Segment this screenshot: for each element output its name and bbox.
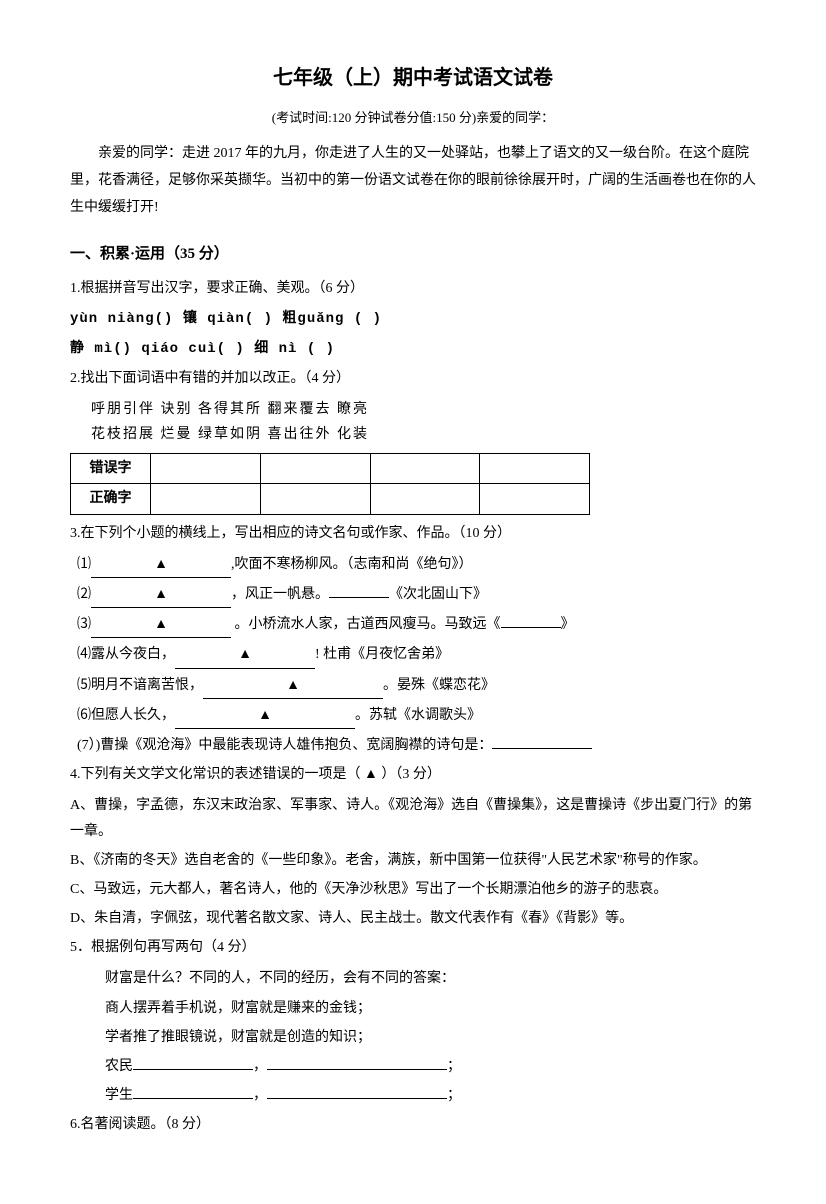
intro-paragraph: 亲爱的同学：走进 2017 年的九月，你走进了人生的又一处驿站，也攀上了语文的又… xyxy=(70,141,756,221)
blank: ▲ xyxy=(203,673,383,699)
cell xyxy=(260,454,370,484)
error-table: 错误字 正确字 xyxy=(70,453,590,514)
q1-line2: 静 mì() qiáo cuì( ) 细 nì ( ) xyxy=(70,337,756,362)
q3-1-text: ,吹面不寒杨柳风。（志南和尚《绝句》） xyxy=(231,557,473,572)
cell xyxy=(151,454,261,484)
blank: ▲ xyxy=(175,703,355,729)
q5-b1-label: 农民 xyxy=(105,1059,133,1074)
q5-stem: 5．根据例句再写两句（4 分） xyxy=(70,935,756,960)
row1-header: 错误字 xyxy=(71,454,151,484)
q3-5-pre: ⑸明月不谙离苦恨， xyxy=(77,678,203,693)
q4-B: B、《济南的冬天》选自老舍的《一些印象》。老舍，满族，新中国第一位获得"人民艺术… xyxy=(70,848,756,873)
q5-ex1: 财富是什么？不同的人，不同的经历，会有不同的答案： xyxy=(105,966,756,991)
q3-4-pre: ⑷露从今夜白， xyxy=(77,647,175,662)
q1-line1: yùn niàng() 镶 qiàn( ) 粗guǎng ( ) xyxy=(70,307,756,332)
table-row: 错误字 xyxy=(71,454,590,484)
exam-title: 七年级（上）期中考试语文试卷 xyxy=(70,60,756,96)
q4-stem: 4.下列有关文学文化常识的表述错误的一项是（ ▲ ）（3 分） xyxy=(70,762,756,787)
q5-blank1: 农民，； xyxy=(105,1054,756,1079)
blank xyxy=(267,1069,447,1070)
q3-4: ⑷露从今夜白，▲! 杜甫《月夜忆舍弟》 xyxy=(77,642,756,668)
q3-5-suf: 。晏殊《蝶恋花》 xyxy=(383,678,495,693)
q5-blank2: 学生，； xyxy=(105,1083,756,1108)
blank xyxy=(492,748,592,749)
q3-3: ⑶▲ 。小桥流水人家，古道西风瘦马。马致远《》 xyxy=(77,612,756,638)
q1-stem: 1.根据拼音写出汉字，要求正确、美观。（6 分） xyxy=(70,276,756,301)
q5-b2-label: 学生 xyxy=(105,1088,133,1103)
blank xyxy=(329,597,389,598)
blank: ▲ xyxy=(91,552,231,578)
q3-1: ⑴▲,吹面不寒杨柳风。（志南和尚《绝句》） xyxy=(77,552,756,578)
blank: ▲ xyxy=(175,642,315,668)
q3-6-pre: ⑹但愿人长久， xyxy=(77,708,175,723)
q4-D: D、朱自清，字佩弦，现代著名散文家、诗人、民主战士。散文代表作有《春》《背影》等… xyxy=(70,906,756,931)
row2-header: 正确字 xyxy=(71,484,151,514)
q1-l1a: yùn niàng( xyxy=(70,311,164,327)
q2-words2: 花枝招展 烂曼 绿草如阴 喜出往外 化装 xyxy=(91,422,756,447)
exam-subtitle: (考试时间:120 分钟试卷分值:150 分)亲爱的同学： xyxy=(70,106,756,129)
q3-2-text: ，风正一帆悬。 xyxy=(231,587,329,602)
q1-l2b: ) qiáo cuì( ) 细 nì ( ) xyxy=(123,341,335,357)
q3-3-end: 》 xyxy=(561,617,575,632)
q3-4-suf: ! 杜甫《月夜忆舍弟》 xyxy=(315,647,449,662)
cell xyxy=(480,454,590,484)
q3-2: ⑵▲，风正一帆悬。《次北固山下》 xyxy=(77,582,756,608)
q5-ex2: 商人摆弄着手机说，财富就是赚来的金钱； xyxy=(105,996,756,1021)
section1-header: 一、积累·运用（35 分） xyxy=(70,241,756,268)
q2-stem: 2.找出下面词语中有错的并加以改正。（4 分） xyxy=(70,366,756,391)
blank xyxy=(133,1098,253,1099)
cell xyxy=(480,484,590,514)
cell xyxy=(260,484,370,514)
q3-5: ⑸明月不谙离苦恨，▲。晏殊《蝶恋花》 xyxy=(77,673,756,699)
q3-6: ⑹但愿人长久，▲。苏轼《水调歌头》 xyxy=(77,703,756,729)
q3-7: (7）)曹操《观沧海》中最能表现诗人雄伟抱负、宽阔胸襟的诗句是： xyxy=(77,733,756,758)
q1-l2a: 静 mì( xyxy=(70,341,123,357)
blank xyxy=(267,1098,447,1099)
q3-stem: 3.在下列个小题的横线上，写出相应的诗文名句或作家、作品。（10 分） xyxy=(70,521,756,546)
q3-2-book: 《次北固山下》 xyxy=(389,587,487,602)
table-row: 正确字 xyxy=(71,484,590,514)
q2-words1: 呼朋引伴 诀别 各得其所 翻来覆去 瞭亮 xyxy=(91,397,756,422)
blank: ▲ xyxy=(91,612,231,638)
cell xyxy=(370,484,480,514)
blank xyxy=(501,627,561,628)
q6-stem: 6.名著阅读题。（8 分） xyxy=(70,1112,756,1137)
q3-6-suf: 。苏轼《水调歌头》 xyxy=(355,708,481,723)
q4-C: C、马致远，元大都人，著名诗人，他的《天净沙秋思》写出了一个长期漂泊他乡的游子的… xyxy=(70,877,756,902)
q4-A: A、曹操，字孟德，东汉末政治家、军事家、诗人。《观沧海》选自《曹操集》，这是曹操… xyxy=(70,793,756,843)
q3-3-text: 。小桥流水人家，古道西风瘦马。马致远《 xyxy=(231,617,501,632)
cell xyxy=(370,454,480,484)
cell xyxy=(151,484,261,514)
blank xyxy=(133,1069,253,1070)
q1-l1b: ) 镶 qiàn( ) 粗guǎng ( ) xyxy=(164,311,382,327)
blank: ▲ xyxy=(91,582,231,608)
q5-ex3: 学者推了推眼镜说，财富就是创造的知识； xyxy=(105,1025,756,1050)
q3-7-text: (7）)曹操《观沧海》中最能表现诗人雄伟抱负、宽阔胸襟的诗句是： xyxy=(77,738,492,753)
